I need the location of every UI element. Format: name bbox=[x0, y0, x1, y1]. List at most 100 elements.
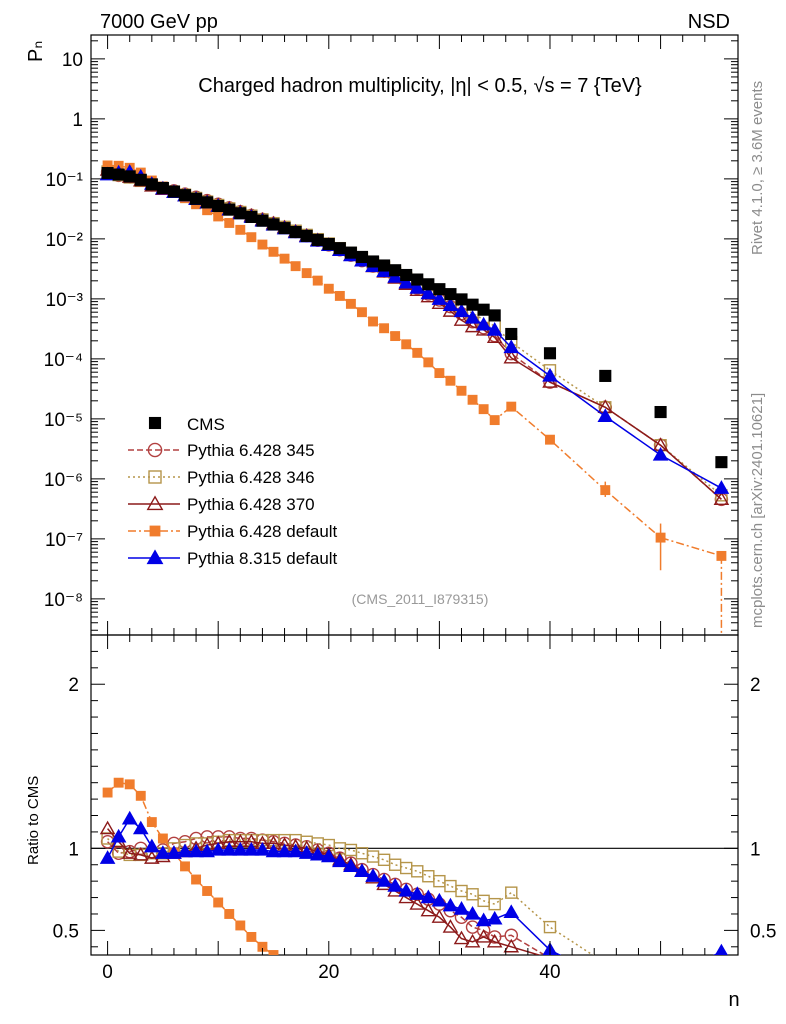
cms-point bbox=[466, 298, 479, 311]
legend-label: Pythia 8.315 default bbox=[187, 549, 338, 568]
legend: CMS Pythia 6.428 345 Pythia 6.428 346 Pythi… bbox=[128, 415, 338, 568]
data-point bbox=[387, 878, 403, 892]
data-point bbox=[188, 843, 204, 858]
data-point bbox=[287, 843, 304, 858]
analysis-watermark: (CMS_2011_I879315) bbox=[352, 591, 489, 607]
y-tick-label: 10⁻¹ bbox=[46, 170, 84, 191]
data-point bbox=[232, 841, 249, 856]
data-point bbox=[442, 897, 459, 912]
cms-point bbox=[256, 214, 269, 227]
data-point bbox=[257, 239, 268, 250]
cms-point bbox=[715, 456, 728, 469]
cms-point bbox=[148, 416, 162, 430]
cms-point bbox=[400, 268, 413, 282]
cms-point bbox=[477, 303, 490, 316]
data-point bbox=[332, 853, 348, 868]
cms-point bbox=[245, 210, 258, 223]
data-point bbox=[453, 303, 470, 318]
legend-label: Pythia 6.428 345 bbox=[187, 441, 315, 460]
data-point bbox=[320, 848, 337, 863]
data-point bbox=[199, 843, 215, 858]
data-point bbox=[191, 874, 202, 885]
data-point bbox=[323, 283, 334, 294]
cms-point bbox=[378, 259, 391, 272]
data-point bbox=[409, 886, 426, 900]
data-point bbox=[422, 870, 435, 883]
cms-point bbox=[167, 185, 180, 198]
cms-point bbox=[300, 229, 313, 242]
data-point bbox=[334, 290, 345, 301]
data-point bbox=[379, 323, 390, 334]
cms-point bbox=[156, 181, 169, 195]
data-point bbox=[464, 318, 481, 333]
legend-label: CMS bbox=[187, 415, 225, 434]
cms-point bbox=[134, 173, 147, 186]
data-point bbox=[398, 889, 415, 904]
y-tick-label: 1 bbox=[68, 839, 79, 860]
data-point bbox=[121, 810, 138, 825]
data-point bbox=[486, 910, 503, 925]
data-point bbox=[268, 950, 279, 955]
main-y-ticks: 10 1 10⁻¹ 10⁻² 10⁻³ 10⁻⁴ 10⁻⁵ 10⁻⁶ 10⁻⁷ 10⁻⁸ bbox=[44, 40, 738, 631]
data-point bbox=[423, 357, 434, 368]
series-cms bbox=[101, 167, 728, 469]
ratio-line bbox=[107, 838, 595, 955]
data-point bbox=[412, 347, 423, 358]
data-point bbox=[149, 525, 161, 537]
data-point bbox=[431, 909, 448, 923]
legend-item-cms: CMS bbox=[148, 415, 225, 434]
y-tick-label: 10⁻⁸ bbox=[44, 590, 83, 611]
data-point bbox=[246, 232, 257, 243]
error-bar-tail bbox=[604, 481, 723, 635]
process-label: NSD bbox=[688, 11, 730, 33]
data-point bbox=[487, 930, 502, 944]
data-point bbox=[388, 858, 402, 871]
data-point bbox=[144, 850, 160, 864]
data-point bbox=[445, 375, 456, 386]
cms-point bbox=[355, 250, 369, 263]
data-point bbox=[166, 845, 182, 859]
data-point bbox=[180, 861, 190, 872]
cms-point bbox=[311, 233, 324, 246]
data-point bbox=[486, 933, 503, 948]
source-text: mcplots.cern.ch [arXiv:2401.10621] bbox=[749, 393, 766, 628]
data-point bbox=[444, 879, 457, 893]
cms-point bbox=[101, 167, 114, 180]
data-point bbox=[344, 843, 358, 857]
data-point bbox=[390, 331, 401, 342]
data-point bbox=[202, 886, 213, 896]
y-tick-label: 1 bbox=[72, 110, 83, 131]
data-point bbox=[401, 339, 412, 350]
y-tick-label: 10⁻⁴ bbox=[44, 350, 83, 371]
cms-point bbox=[289, 225, 302, 239]
x-tick-label: 0 bbox=[102, 962, 113, 983]
data-point bbox=[254, 841, 271, 856]
data-point bbox=[147, 442, 163, 458]
ratio-series bbox=[99, 777, 728, 955]
rivet-version-text: Rivet 4.1.0, ≥ 3.6M events bbox=[749, 81, 766, 255]
cms-point bbox=[389, 264, 402, 277]
data-point bbox=[713, 491, 730, 505]
data-point bbox=[146, 549, 164, 565]
cms-point bbox=[178, 189, 192, 202]
data-point bbox=[420, 285, 437, 300]
y-tick-label: 10⁻² bbox=[46, 230, 84, 251]
y-tick-label: 10⁻⁵ bbox=[44, 410, 83, 431]
cms-point bbox=[212, 199, 225, 213]
data-point bbox=[453, 901, 470, 915]
data-point bbox=[475, 316, 492, 331]
data-point bbox=[210, 841, 226, 856]
energy-label: 7000 GeV pp bbox=[100, 11, 218, 33]
main-series bbox=[99, 160, 730, 635]
data-point bbox=[368, 316, 378, 327]
data-point bbox=[409, 896, 426, 910]
y-tick-label: 1 bbox=[750, 839, 761, 860]
data-point bbox=[489, 415, 500, 426]
data-point bbox=[235, 224, 246, 235]
legend-item: Pythia 8.315 default bbox=[128, 549, 338, 568]
data-point bbox=[420, 889, 437, 904]
cms-point bbox=[366, 255, 380, 268]
data-point bbox=[453, 930, 470, 945]
data-point bbox=[434, 368, 445, 379]
